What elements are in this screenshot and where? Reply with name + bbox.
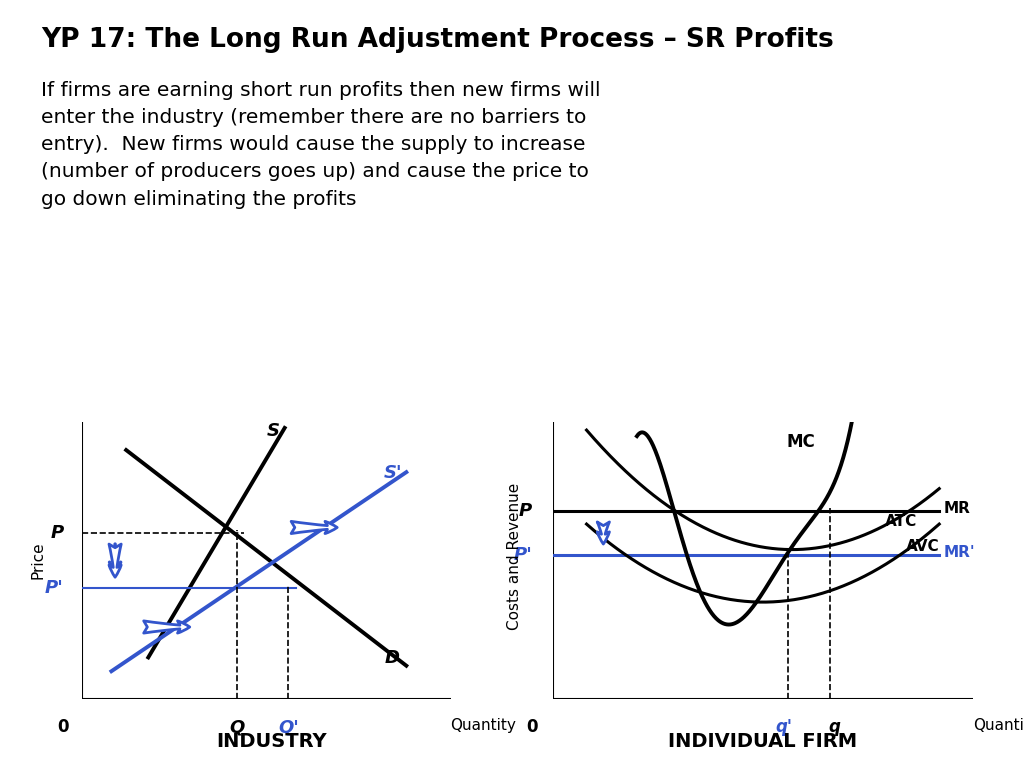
Text: q: q: [828, 718, 840, 737]
Text: Q: Q: [229, 718, 245, 737]
Text: Q': Q': [278, 718, 299, 737]
Text: If firms are earning short run profits then new firms will
enter the industry (r: If firms are earning short run profits t…: [41, 81, 600, 209]
Text: INDUSTRY: INDUSTRY: [216, 732, 327, 750]
Text: YP 17: The Long Run Adjustment Process – SR Profits: YP 17: The Long Run Adjustment Process –…: [41, 27, 834, 53]
Text: Costs and Revenue: Costs and Revenue: [507, 483, 521, 631]
Text: INDIVIDUAL FIRM: INDIVIDUAL FIRM: [669, 732, 857, 750]
Text: P': P': [513, 546, 532, 564]
Text: q': q': [775, 718, 793, 737]
Text: S': S': [384, 464, 402, 482]
Text: ATC: ATC: [885, 515, 916, 529]
Text: P: P: [519, 502, 532, 520]
Text: 0: 0: [57, 718, 70, 737]
Text: AVC: AVC: [905, 539, 939, 554]
Text: S: S: [266, 422, 280, 440]
Text: Price: Price: [30, 542, 45, 579]
Text: MC: MC: [786, 432, 815, 451]
Text: 0: 0: [526, 718, 538, 737]
Text: P': P': [45, 579, 63, 598]
Text: MR': MR': [943, 545, 975, 560]
Text: P: P: [50, 524, 63, 542]
Text: D: D: [384, 649, 399, 667]
Text: Quantity: Quantity: [451, 718, 516, 733]
Text: Quantity: Quantity: [973, 718, 1024, 733]
Text: MR: MR: [943, 501, 971, 515]
